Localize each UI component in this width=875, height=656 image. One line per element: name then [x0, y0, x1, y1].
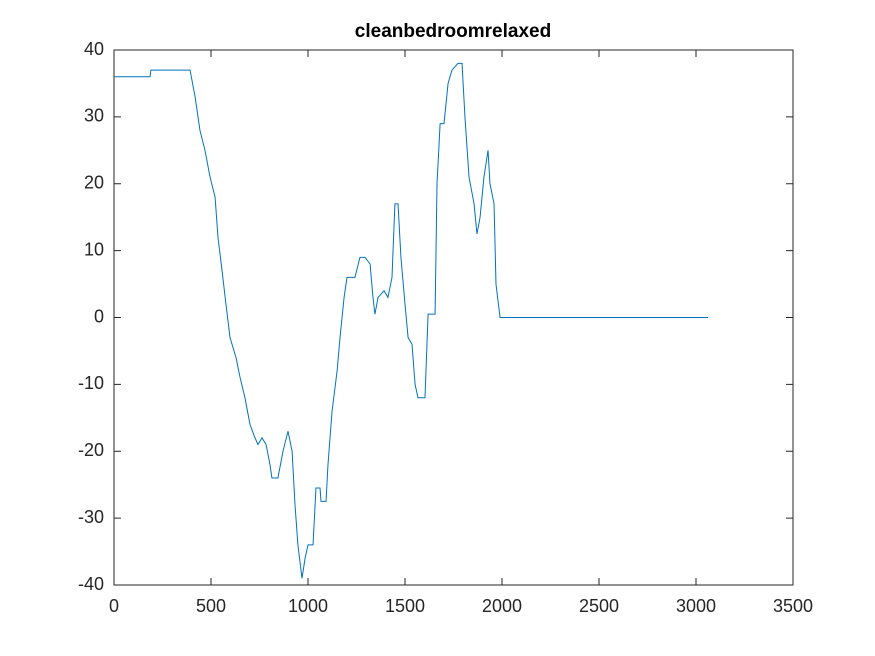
x-tick-label: 2500	[579, 596, 619, 616]
x-tick-label: 3500	[773, 596, 813, 616]
x-tick-label: 2000	[482, 596, 522, 616]
y-tick-label: 30	[84, 106, 104, 126]
y-tick-label: -30	[78, 507, 104, 527]
y-tick-label: -10	[78, 373, 104, 393]
x-tick-label: 0	[109, 596, 119, 616]
x-tick-label: 1000	[288, 596, 328, 616]
y-tick-label: 40	[84, 39, 104, 59]
x-tick-label: 3000	[676, 596, 716, 616]
y-tick-label: 0	[94, 306, 104, 326]
y-tick-label: -20	[78, 440, 104, 460]
x-tick-label: 1500	[385, 596, 425, 616]
y-tick-label: 10	[84, 239, 104, 259]
x-tick-label: 500	[196, 596, 226, 616]
chart-title: cleanbedroomrelaxed	[355, 21, 551, 42]
y-tick-label: 20	[84, 173, 104, 193]
y-tick-label: -40	[78, 574, 104, 594]
line-series	[114, 62, 709, 579]
